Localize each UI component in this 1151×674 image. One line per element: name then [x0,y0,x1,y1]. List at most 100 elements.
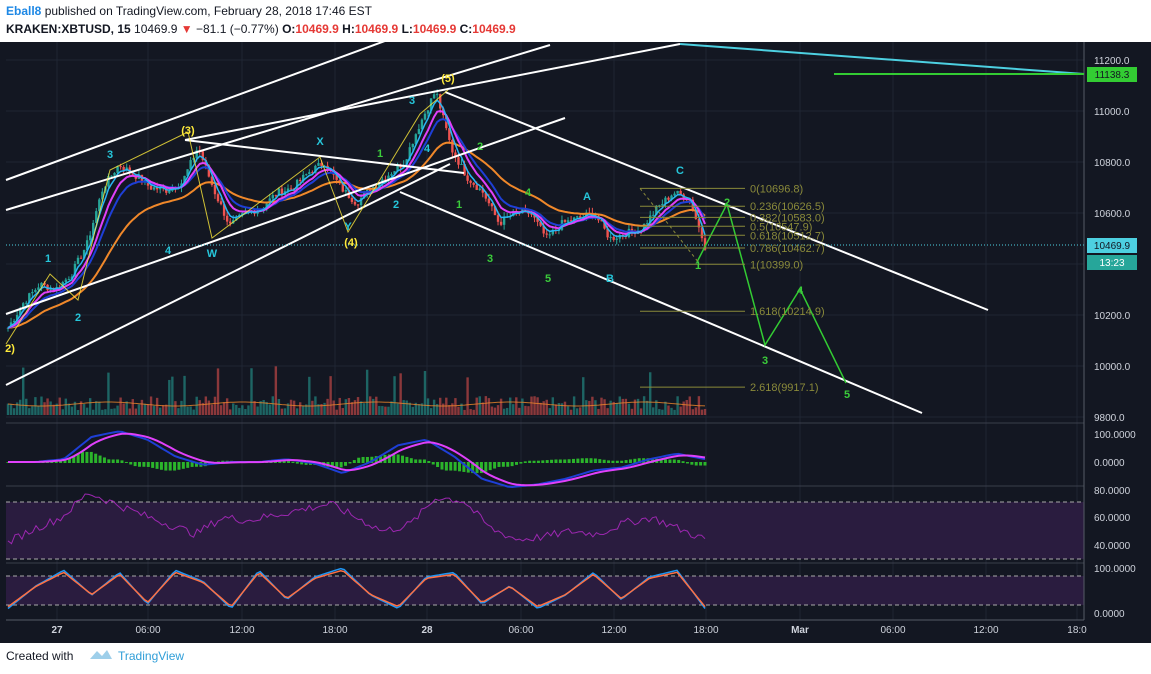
histogram-bar [545,460,549,463]
volume-bar [661,409,664,415]
volume-bar [475,397,478,415]
volume-bar [171,376,174,415]
indicator-tick-label: 40.0000 [1094,541,1131,552]
histogram-bar [563,459,567,463]
fib-level-label: 0(10696.8) [750,183,803,195]
histogram-bar [348,462,352,464]
volume-bar [499,398,503,415]
candle-body [548,234,551,236]
histogram-bar [637,458,641,463]
trend-line[interactable] [5,163,451,386]
histogram-bar [63,460,67,463]
volume-bar [155,397,159,415]
trend-lines[interactable] [5,42,989,414]
candle-body [499,221,503,225]
fib-level-label: 1.618(10214.9) [750,306,825,318]
candle-body [122,166,125,171]
volume-bar [636,398,640,415]
volume-bar [268,404,271,415]
volume-bar [378,405,381,415]
volume-bar [146,403,150,415]
volume-bar [225,398,229,415]
volume-bar [198,400,201,415]
candle-body [37,287,40,290]
histogram-bar [536,460,540,463]
candle-body [667,197,670,200]
volume-bar [311,400,314,415]
histogram-bar [585,458,589,463]
time-axis[interactable]: 27 06:00 12:00 18:00 28 06:00 12:00 18:00 Mar 06:… [51,625,1087,636]
trend-line[interactable] [184,139,465,174]
volume-bar [432,399,436,415]
candle-body [481,188,485,193]
volume-bar [326,398,329,415]
volume-bar [119,397,122,415]
volume-bar [350,402,354,415]
volume-bar [442,403,445,415]
fibonacci-levels[interactable]: 0(10696.8)0.236(10626.5)0.382(10583.0)0.… [639,183,825,394]
histogram-bar [620,460,624,463]
volume-bar [365,369,369,415]
volume-bar [286,403,290,415]
candle-body [414,134,418,144]
trend-line[interactable] [399,191,923,414]
volume-bar [58,397,61,415]
volume-bar [259,401,262,415]
volume-bar [396,403,399,415]
volume-bar [101,409,104,415]
volume-bar [37,406,40,415]
candle-body [155,187,159,190]
volume-bar [621,398,625,415]
histogram-bar [409,458,413,463]
candle-body [31,291,34,294]
histogram-bar [129,462,133,465]
volume-bar [298,402,302,415]
trend-line[interactable] [5,42,404,181]
volume-bar [204,396,208,415]
candle-body [210,176,214,186]
trend-line[interactable] [5,117,566,315]
histogram-bar [532,460,536,463]
histogram-bar [85,451,89,463]
fib-level-label: 1(10399.0) [750,259,803,271]
candle-body [435,94,439,96]
volume-bar [585,400,588,415]
volume-bar [612,401,615,415]
volume-bar [98,401,101,415]
trend-line[interactable] [444,91,989,311]
volume-bar [420,403,424,415]
histogram-bar [567,459,571,463]
histogram-bar [571,458,575,463]
histogram-bar [471,462,475,474]
volume-bar [308,376,311,415]
tradingview-link[interactable]: TradingView [118,649,185,663]
chart-canvas[interactable]: 0(10696.8)0.236(10626.5)0.382(10583.0)0.… [0,42,1151,643]
ema-magenta-line [7,109,706,329]
volume-bar [152,405,156,415]
volume-bar [545,399,548,415]
volume-bar [463,409,466,415]
volume-bar [253,401,256,415]
candle-body [107,175,110,187]
tradingview-logo-icon[interactable] [88,647,114,663]
countdown-text: 13:23 [1099,258,1124,269]
volume-bar [408,402,411,415]
volume-bar [466,377,469,415]
volume-bar [265,401,268,415]
volume-bar [536,397,539,415]
candle-body [265,203,268,208]
volume-bar [426,398,430,415]
candle-body [277,188,281,196]
author-link[interactable]: Eball8 [6,4,42,18]
volume-bar [302,405,305,415]
cyan-trend-line[interactable] [679,43,1085,75]
time-tick-label: 12:00 [973,625,998,636]
candle-body [670,195,673,200]
volume-bar [213,396,217,415]
trend-line[interactable] [5,44,551,211]
volume-bar [317,404,320,415]
candle-body [694,210,698,219]
candle-body [396,164,399,172]
candle-body [73,263,77,277]
trend-line[interactable] [184,43,681,141]
